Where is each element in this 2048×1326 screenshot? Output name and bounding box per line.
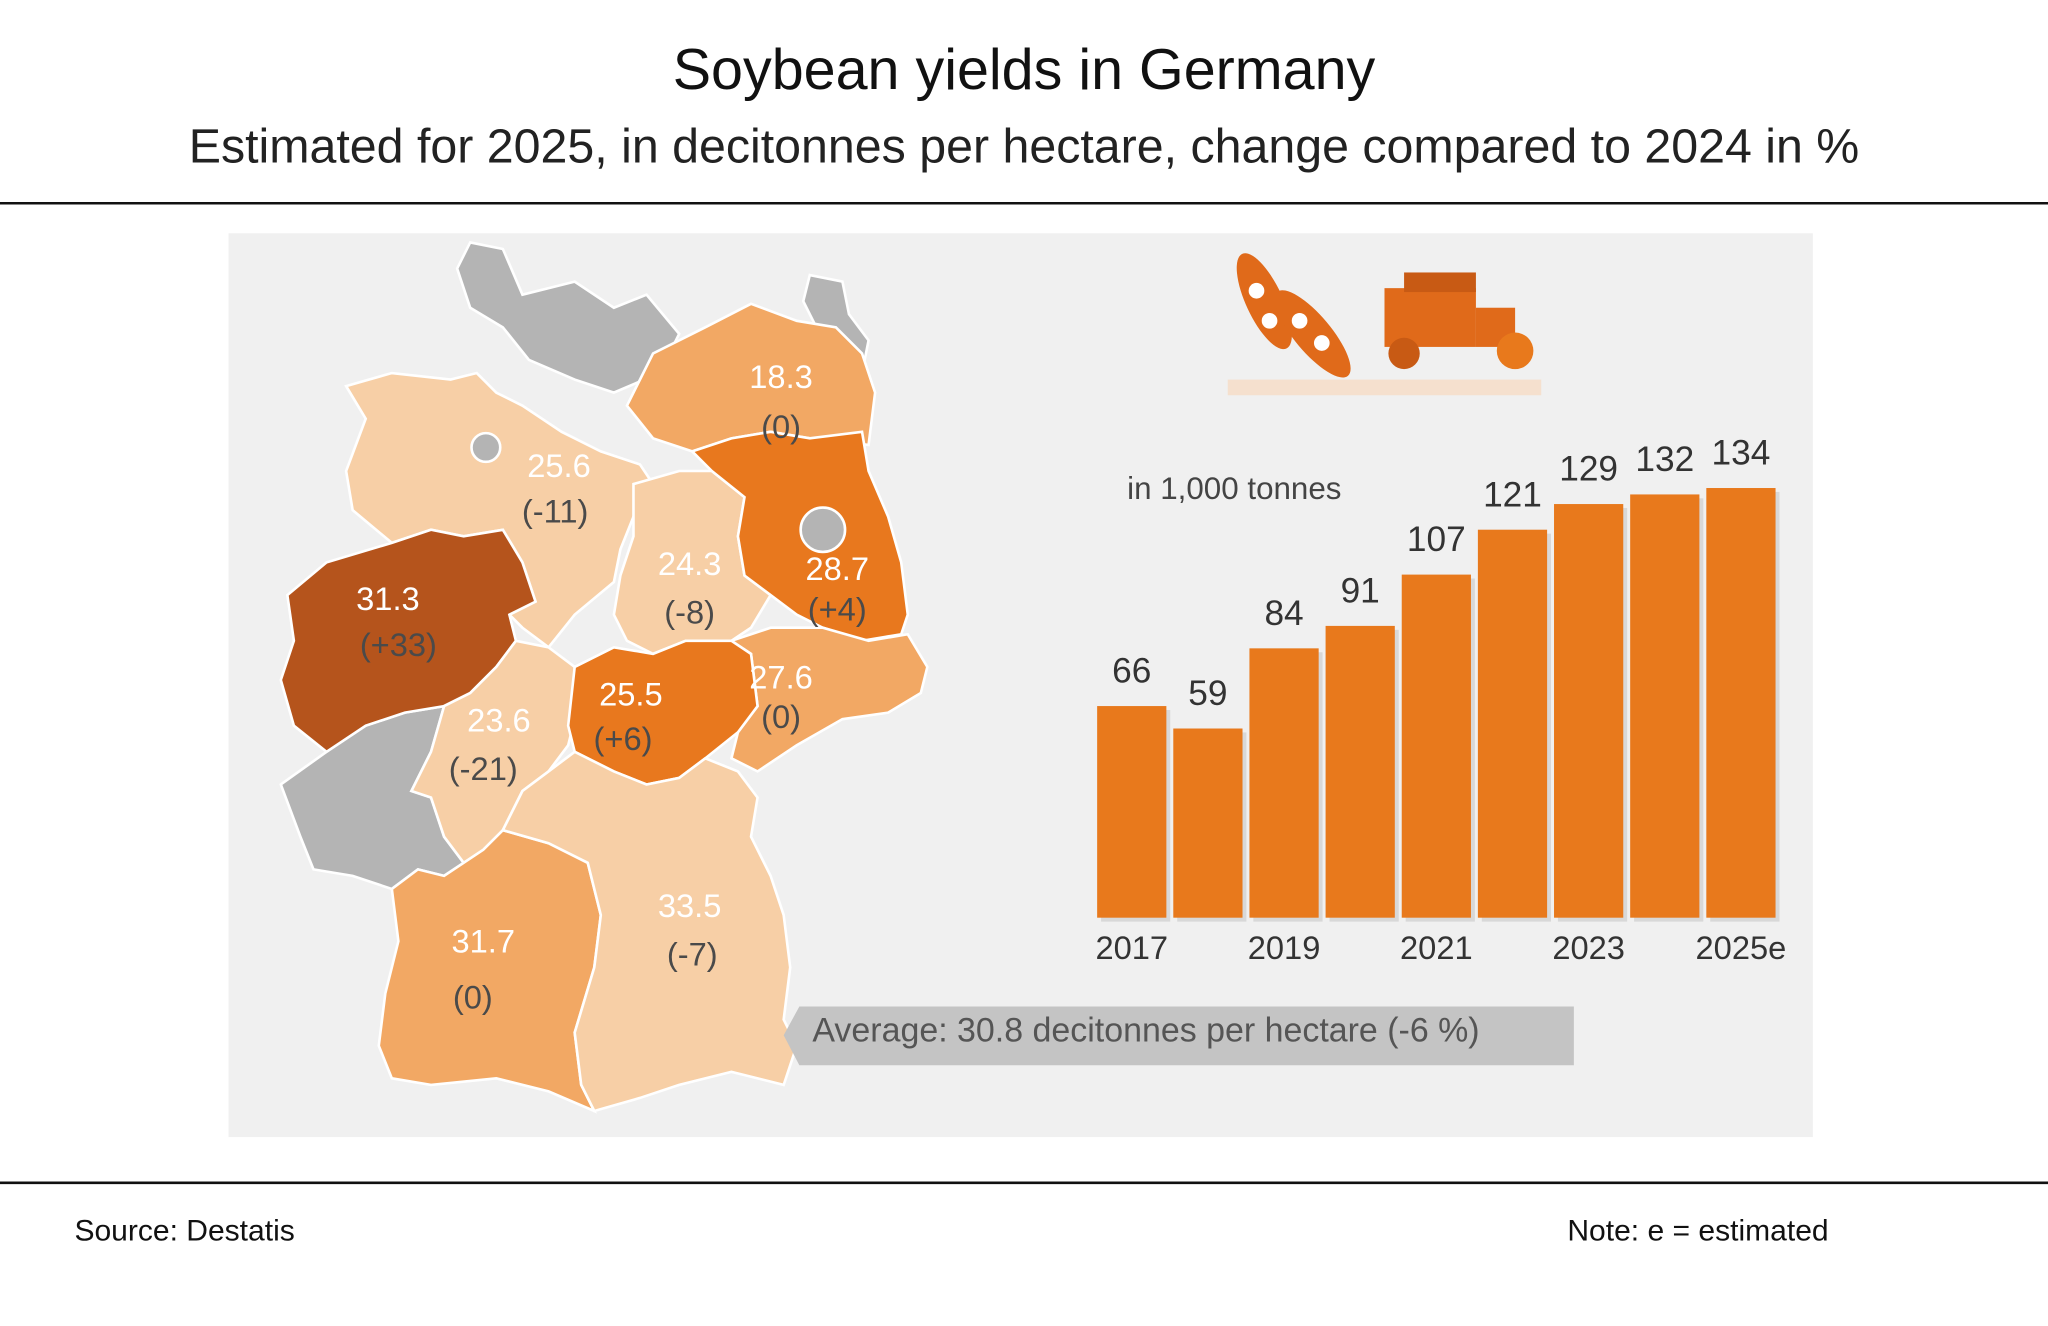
region-change: (-7) [667,936,718,973]
region-value: 24.3 [658,545,722,582]
region-change: (+4) [808,591,867,628]
x-tick-label: 2017 [1095,929,1168,966]
region-value: 28.7 [805,550,869,587]
value-label: 66 [1112,652,1151,691]
x-tick-label: 2023 [1552,929,1625,966]
region-value: 33.5 [658,887,722,924]
value-label: 59 [1188,674,1227,713]
bar [1097,706,1167,918]
region-change: (-21) [449,750,518,787]
harvester-wheel [1388,337,1420,370]
bar [1706,488,1776,918]
harvester-reel [1496,332,1534,370]
region-no-data [799,506,847,554]
value-label: 91 [1341,572,1380,611]
x-tick-label: 2021 [1400,929,1473,966]
bean-dot [1291,312,1308,329]
bar [1554,504,1624,918]
region [377,828,603,1114]
value-label: 134 [1712,434,1771,473]
bar [1173,728,1243,918]
callout [783,1006,1574,1066]
region-change: (-8) [664,593,715,630]
bean-dot [1248,282,1265,299]
region-change: (0) [761,698,801,735]
average-annotation: Average: 30.8 decitonnes per hectare (-6… [812,1012,1479,1050]
region [500,750,799,1113]
bean-dot [1261,312,1278,329]
value-label: 129 [1559,450,1618,489]
bean-icon [1274,290,1351,378]
region-value: 18.3 [749,358,813,395]
region-value: 31.7 [451,922,515,959]
value-label: 121 [1483,475,1542,514]
region-change: (+6) [594,720,653,757]
bean-dot [1313,335,1330,351]
bar [1249,648,1319,918]
region-change: (-11) [522,493,589,530]
map: 18.3 (0) 25.6 (-11) 24.3 (-8) 28.7 (+4) 31.3 (+33… [279,240,929,1114]
bar [1325,625,1395,918]
region-no-data [470,431,502,464]
unit-label: in 1,000 tonnes [1127,471,1341,506]
source: Source: Destatis [74,1214,294,1247]
region-value: 23.6 [467,702,531,739]
region-value: 27.6 [749,659,813,696]
bar-chart: in 1,000 tonnes 66 2017 59 84 2019 91 107 2021 12… [1095,434,1786,966]
x-tick-label: 2025e [1696,929,1787,966]
subtitle: Estimated for 2025, in decitonnes per he… [189,119,1860,173]
value-label: 84 [1264,594,1303,633]
value-label: 132 [1635,440,1694,479]
region-change: (0) [453,979,493,1016]
bean-icon [1236,253,1292,350]
bar [1401,574,1471,918]
reflection [1227,379,1542,396]
bar [1477,529,1548,918]
note: Note: e = estimated [1567,1214,1828,1247]
title: Soybean yields in Germany [673,38,1376,102]
region-value: 25.5 [599,676,663,713]
region-value: 25.6 [527,447,591,484]
harvester-icon [1384,288,1476,347]
region-value: 31.3 [356,580,420,617]
icons [1227,253,1542,396]
bar [1630,494,1700,918]
region-change: (+33) [360,626,437,663]
value-label: 107 [1407,520,1466,559]
region-change: (0) [761,408,801,445]
harvester-icon [1404,272,1476,293]
x-tick-label: 2019 [1248,929,1321,966]
